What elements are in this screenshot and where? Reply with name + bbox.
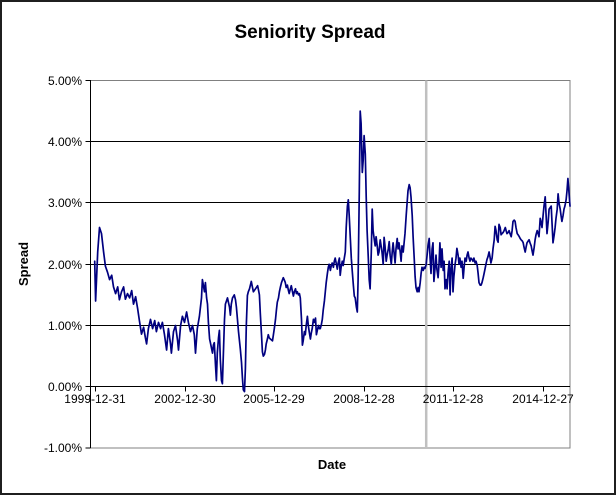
gridlines bbox=[90, 141, 570, 326]
x-tick-label: 2014-12-27 bbox=[512, 392, 574, 406]
y-tick-label: -1.00% bbox=[44, 441, 82, 455]
y-tick-label: 2.00% bbox=[48, 258, 82, 272]
x-axis-labels: 1999-12-31 2002-12-30 2005-12-29 2008-12… bbox=[64, 392, 574, 406]
seniority-spread-chart: Seniority Spread bbox=[16, 22, 574, 472]
x-axis-ticks bbox=[95, 386, 544, 392]
y-tick-label: 0.00% bbox=[48, 380, 82, 394]
spread-line bbox=[93, 110, 571, 393]
x-tick-label: 1999-12-31 bbox=[64, 392, 126, 406]
x-axis-title: Date bbox=[318, 457, 346, 472]
chart-title: Seniority Spread bbox=[235, 22, 386, 43]
y-axis-labels: 5.00% 4.00% 3.00% 2.00% 1.00% 0.00% -1.0… bbox=[44, 74, 82, 455]
x-tick-label: 2008-12-28 bbox=[333, 392, 395, 406]
y-axis-ticks bbox=[85, 80, 91, 449]
y-axis-title: Spread bbox=[16, 242, 31, 286]
y-tick-label: 4.00% bbox=[48, 135, 82, 149]
y-tick-label: 1.00% bbox=[48, 319, 82, 333]
x-tick-label: 2005-12-29 bbox=[243, 392, 305, 406]
y-tick-label: 3.00% bbox=[48, 196, 82, 210]
x-tick-label: 2011-12-28 bbox=[423, 392, 484, 406]
x-tick-label: 2002-12-30 bbox=[154, 392, 216, 406]
y-tick-label: 5.00% bbox=[48, 74, 82, 88]
